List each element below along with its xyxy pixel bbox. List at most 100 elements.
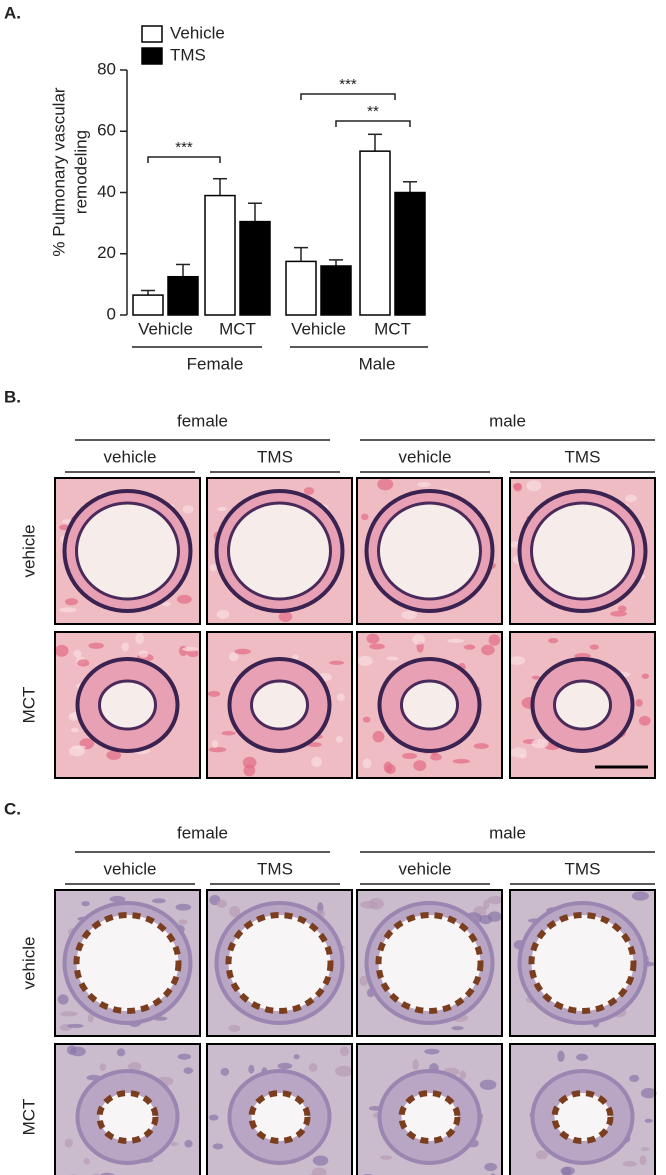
tissue: [311, 756, 323, 768]
tissue: [531, 738, 549, 749]
panel-label: C.: [4, 799, 21, 818]
panel-label: A.: [4, 3, 21, 22]
legend-label: TMS: [170, 45, 206, 64]
tissue: [451, 1026, 464, 1031]
vessel-lumen: [98, 679, 157, 731]
tissue: [610, 610, 627, 617]
micrograph-frame: [509, 477, 656, 625]
significance-bracket: [147, 156, 221, 163]
micrograph-frame: [509, 631, 656, 779]
tissue: [71, 745, 86, 750]
bar: [239, 220, 271, 316]
vessel-lumen: [551, 1090, 614, 1144]
x-tick-label: MCT: [374, 319, 411, 338]
y-tick-label: 40: [97, 182, 116, 201]
tissue: [369, 643, 385, 650]
significance-label: **: [367, 103, 379, 120]
tissue: [54, 644, 69, 657]
tissue: [229, 905, 241, 918]
vessel-lumen: [400, 679, 459, 731]
tissue: [161, 602, 172, 607]
tissue: [488, 634, 501, 646]
tissue: [248, 1064, 255, 1074]
vessel-lumen: [250, 679, 309, 731]
group-header: male: [489, 411, 526, 430]
x-tick-label: Vehicle: [138, 319, 193, 338]
tissue: [209, 564, 217, 572]
tissue: [639, 1155, 647, 1166]
tissue: [452, 758, 471, 764]
tissue: [362, 758, 372, 769]
tissue: [87, 1013, 94, 1023]
micrograph-frame: [509, 1043, 656, 1175]
tissue: [211, 740, 219, 748]
tissue: [64, 1138, 73, 1148]
tissue: [372, 730, 385, 743]
vessel-lumen: [73, 912, 182, 1014]
tissue: [182, 646, 199, 652]
micrograph-frame: [206, 631, 353, 779]
tissue: [221, 730, 236, 736]
group-header: female: [177, 411, 228, 430]
legend-label: Vehicle: [170, 23, 225, 42]
tissue: [121, 642, 129, 652]
bar: [167, 275, 199, 316]
tissue: [57, 994, 69, 1005]
column-header: vehicle: [399, 859, 452, 878]
tissue: [77, 659, 90, 667]
micrograph-frame: [356, 889, 503, 1037]
tissue: [361, 513, 369, 521]
tissue: [81, 901, 90, 907]
tissue: [413, 760, 427, 771]
x-tick-label: MCT: [219, 319, 256, 338]
tissue: [617, 605, 627, 612]
y-tick-label: 80: [97, 59, 116, 78]
tissue: [308, 1062, 318, 1072]
tissue: [531, 675, 541, 680]
vessel-lumen: [248, 1090, 311, 1144]
row-label: vehicle: [19, 525, 38, 578]
tissue: [402, 752, 418, 760]
tissue: [170, 1141, 179, 1147]
tissue: [220, 1067, 230, 1076]
tissue: [307, 742, 322, 748]
tissue: [638, 715, 651, 726]
tissue: [548, 638, 559, 644]
vessel-lumen: [375, 912, 484, 1014]
vessel-lumen: [75, 501, 180, 601]
tissue: [360, 900, 378, 909]
tissue: [463, 644, 476, 650]
tissue: [335, 736, 343, 743]
tissue: [278, 611, 293, 622]
tissue: [88, 642, 104, 649]
tissue: [335, 1065, 353, 1077]
tissue: [187, 649, 199, 658]
significance-bracket: [300, 93, 396, 100]
tissue: [83, 1158, 90, 1165]
tissue: [329, 660, 345, 665]
tissue: [513, 482, 523, 492]
tissue: [99, 1063, 107, 1072]
vessel-lumen: [377, 501, 482, 601]
significance-label: ***: [339, 76, 357, 93]
tissue: [243, 764, 256, 777]
tissue: [631, 891, 649, 901]
tissue: [641, 673, 649, 679]
significance-label: ***: [175, 139, 193, 156]
tissue: [70, 1046, 86, 1057]
micrograph-frame: [206, 477, 353, 625]
significance-bracket: [335, 120, 411, 127]
vessel-lumen: [553, 679, 612, 731]
tissue: [481, 644, 495, 656]
legend-swatch: [141, 47, 163, 65]
bar: [394, 191, 426, 316]
row-label: MCT: [19, 1099, 38, 1136]
tissue: [359, 975, 369, 986]
tissue: [509, 656, 526, 666]
tissue: [217, 506, 227, 512]
y-tick-label: 0: [107, 304, 116, 323]
tissue: [629, 1074, 640, 1083]
tissue: [640, 1087, 657, 1099]
column-header: vehicle: [399, 447, 452, 466]
tissue: [535, 1150, 548, 1160]
